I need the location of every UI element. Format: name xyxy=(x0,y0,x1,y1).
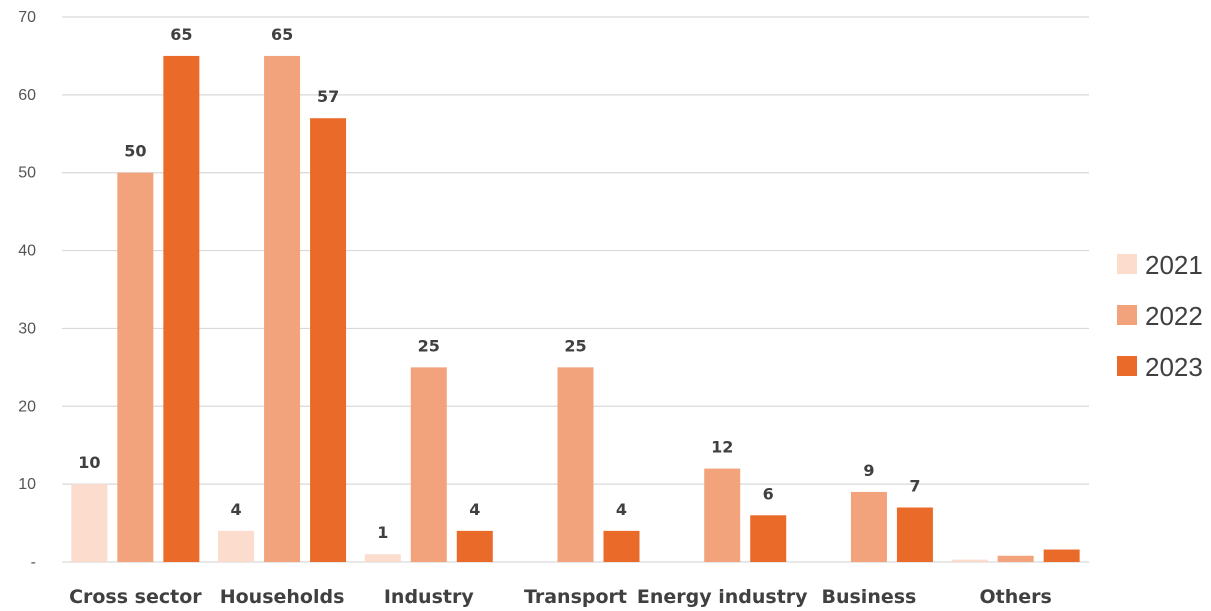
bar-2022 xyxy=(410,367,447,562)
bar-2023 xyxy=(750,515,787,562)
legend-label: 2023 xyxy=(1145,352,1203,382)
data-label: 7 xyxy=(909,477,920,496)
y-tick-label: 70 xyxy=(18,9,36,26)
legend-label: 2021 xyxy=(1145,250,1203,280)
data-label: 50 xyxy=(124,142,146,161)
y-tick-label: 10 xyxy=(18,476,36,493)
bar-2023 xyxy=(310,118,347,562)
bar-2023 xyxy=(896,507,933,562)
bar-2021 xyxy=(364,554,401,562)
category-label: Energy industry xyxy=(637,586,808,608)
data-label: 1 xyxy=(377,523,388,542)
data-labels: 10 50 65 4 65 57 1 25 4 25 4 12 6 9 7 xyxy=(78,25,920,542)
legend: 2021 2022 2023 xyxy=(1117,250,1203,382)
data-label: 4 xyxy=(231,500,242,519)
category-label: Households xyxy=(220,586,345,608)
data-label: 12 xyxy=(711,438,733,457)
data-label: 65 xyxy=(271,25,293,44)
bar-2023 xyxy=(603,530,640,562)
category-label: Industry xyxy=(384,586,474,608)
bar-2022 xyxy=(850,491,887,562)
y-tick-label: 50 xyxy=(18,165,36,182)
bar-2023 xyxy=(456,530,493,562)
bar-2021 xyxy=(951,559,988,562)
y-axis-tick-labels: - 10 20 30 40 50 60 70 xyxy=(18,9,36,571)
data-label: 25 xyxy=(418,336,440,355)
data-label: 4 xyxy=(469,500,480,519)
x-axis-category-labels: Cross sector Households Industry Transport E… xyxy=(69,586,1052,608)
bar-2023 xyxy=(163,55,200,563)
bar-2022 xyxy=(264,55,301,563)
data-label: 6 xyxy=(763,484,774,503)
y-tick-label: 30 xyxy=(18,320,36,337)
category-label: Cross sector xyxy=(69,586,202,608)
category-label: Others xyxy=(979,586,1051,608)
legend-swatch-2021 xyxy=(1117,254,1137,274)
data-label: 10 xyxy=(78,453,100,472)
legend-swatch-2023 xyxy=(1117,356,1137,376)
bar-2022 xyxy=(997,555,1034,562)
legend-swatch-2022 xyxy=(1117,305,1137,325)
data-label: 9 xyxy=(863,461,874,480)
legend-label: 2022 xyxy=(1145,301,1203,331)
y-tick-label: 40 xyxy=(18,243,36,260)
bars xyxy=(71,55,1080,563)
category-label: Transport xyxy=(524,586,627,608)
bar-2022 xyxy=(557,367,594,562)
y-tick-label: - xyxy=(31,554,36,571)
bar-2022 xyxy=(704,468,741,562)
bar-2022 xyxy=(117,172,154,562)
bar-2021 xyxy=(218,530,255,562)
bar-2021 xyxy=(71,484,108,562)
data-label: 25 xyxy=(564,336,586,355)
data-label: 4 xyxy=(616,500,627,519)
category-label: Business xyxy=(821,586,916,608)
bar-2023 xyxy=(1043,549,1080,562)
y-tick-label: 60 xyxy=(18,87,36,104)
data-label: 65 xyxy=(170,25,192,44)
y-tick-label: 20 xyxy=(18,398,36,415)
data-label: 57 xyxy=(317,87,339,106)
